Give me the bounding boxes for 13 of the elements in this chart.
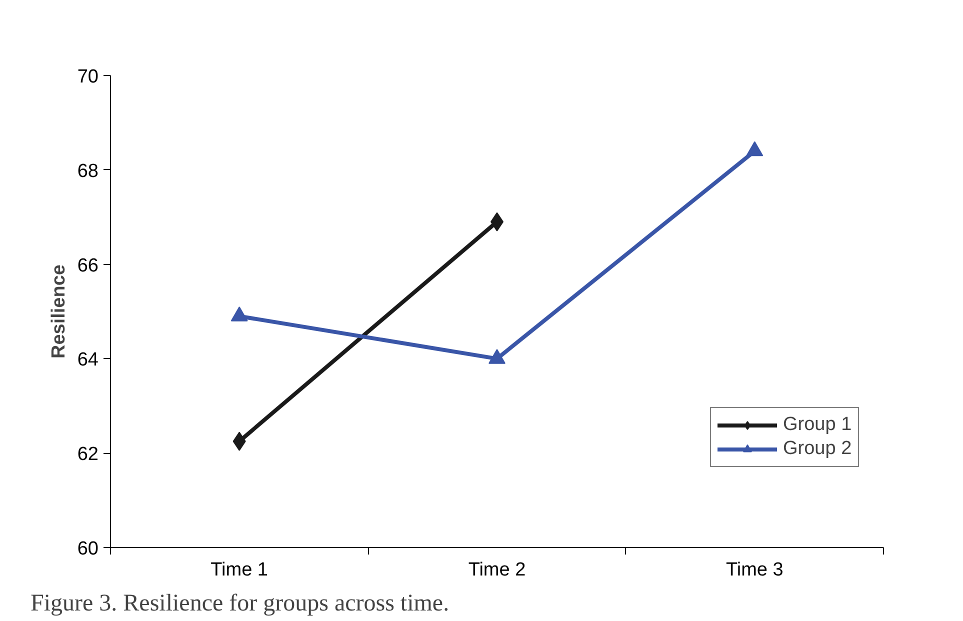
y-tick-label: 68 [77,160,99,182]
x-tick-label: Time 2 [468,560,526,580]
caption: Figure 3. Resilience for groups across time. [30,590,450,616]
x-tick-label: Time 3 [726,560,784,580]
y-tick-label: 60 [77,538,99,560]
legend-label: Group 1 [783,414,852,436]
y-tick-label: 62 [77,444,99,466]
y-tick-label: 70 [77,66,99,88]
y-tick-label: 64 [77,350,99,371]
y-tick-label: 66 [77,255,99,276]
legend-label: Group 2 [783,438,852,460]
x-tick-label: Time 1 [210,560,268,580]
y-axis-title: Resilience [48,264,70,358]
